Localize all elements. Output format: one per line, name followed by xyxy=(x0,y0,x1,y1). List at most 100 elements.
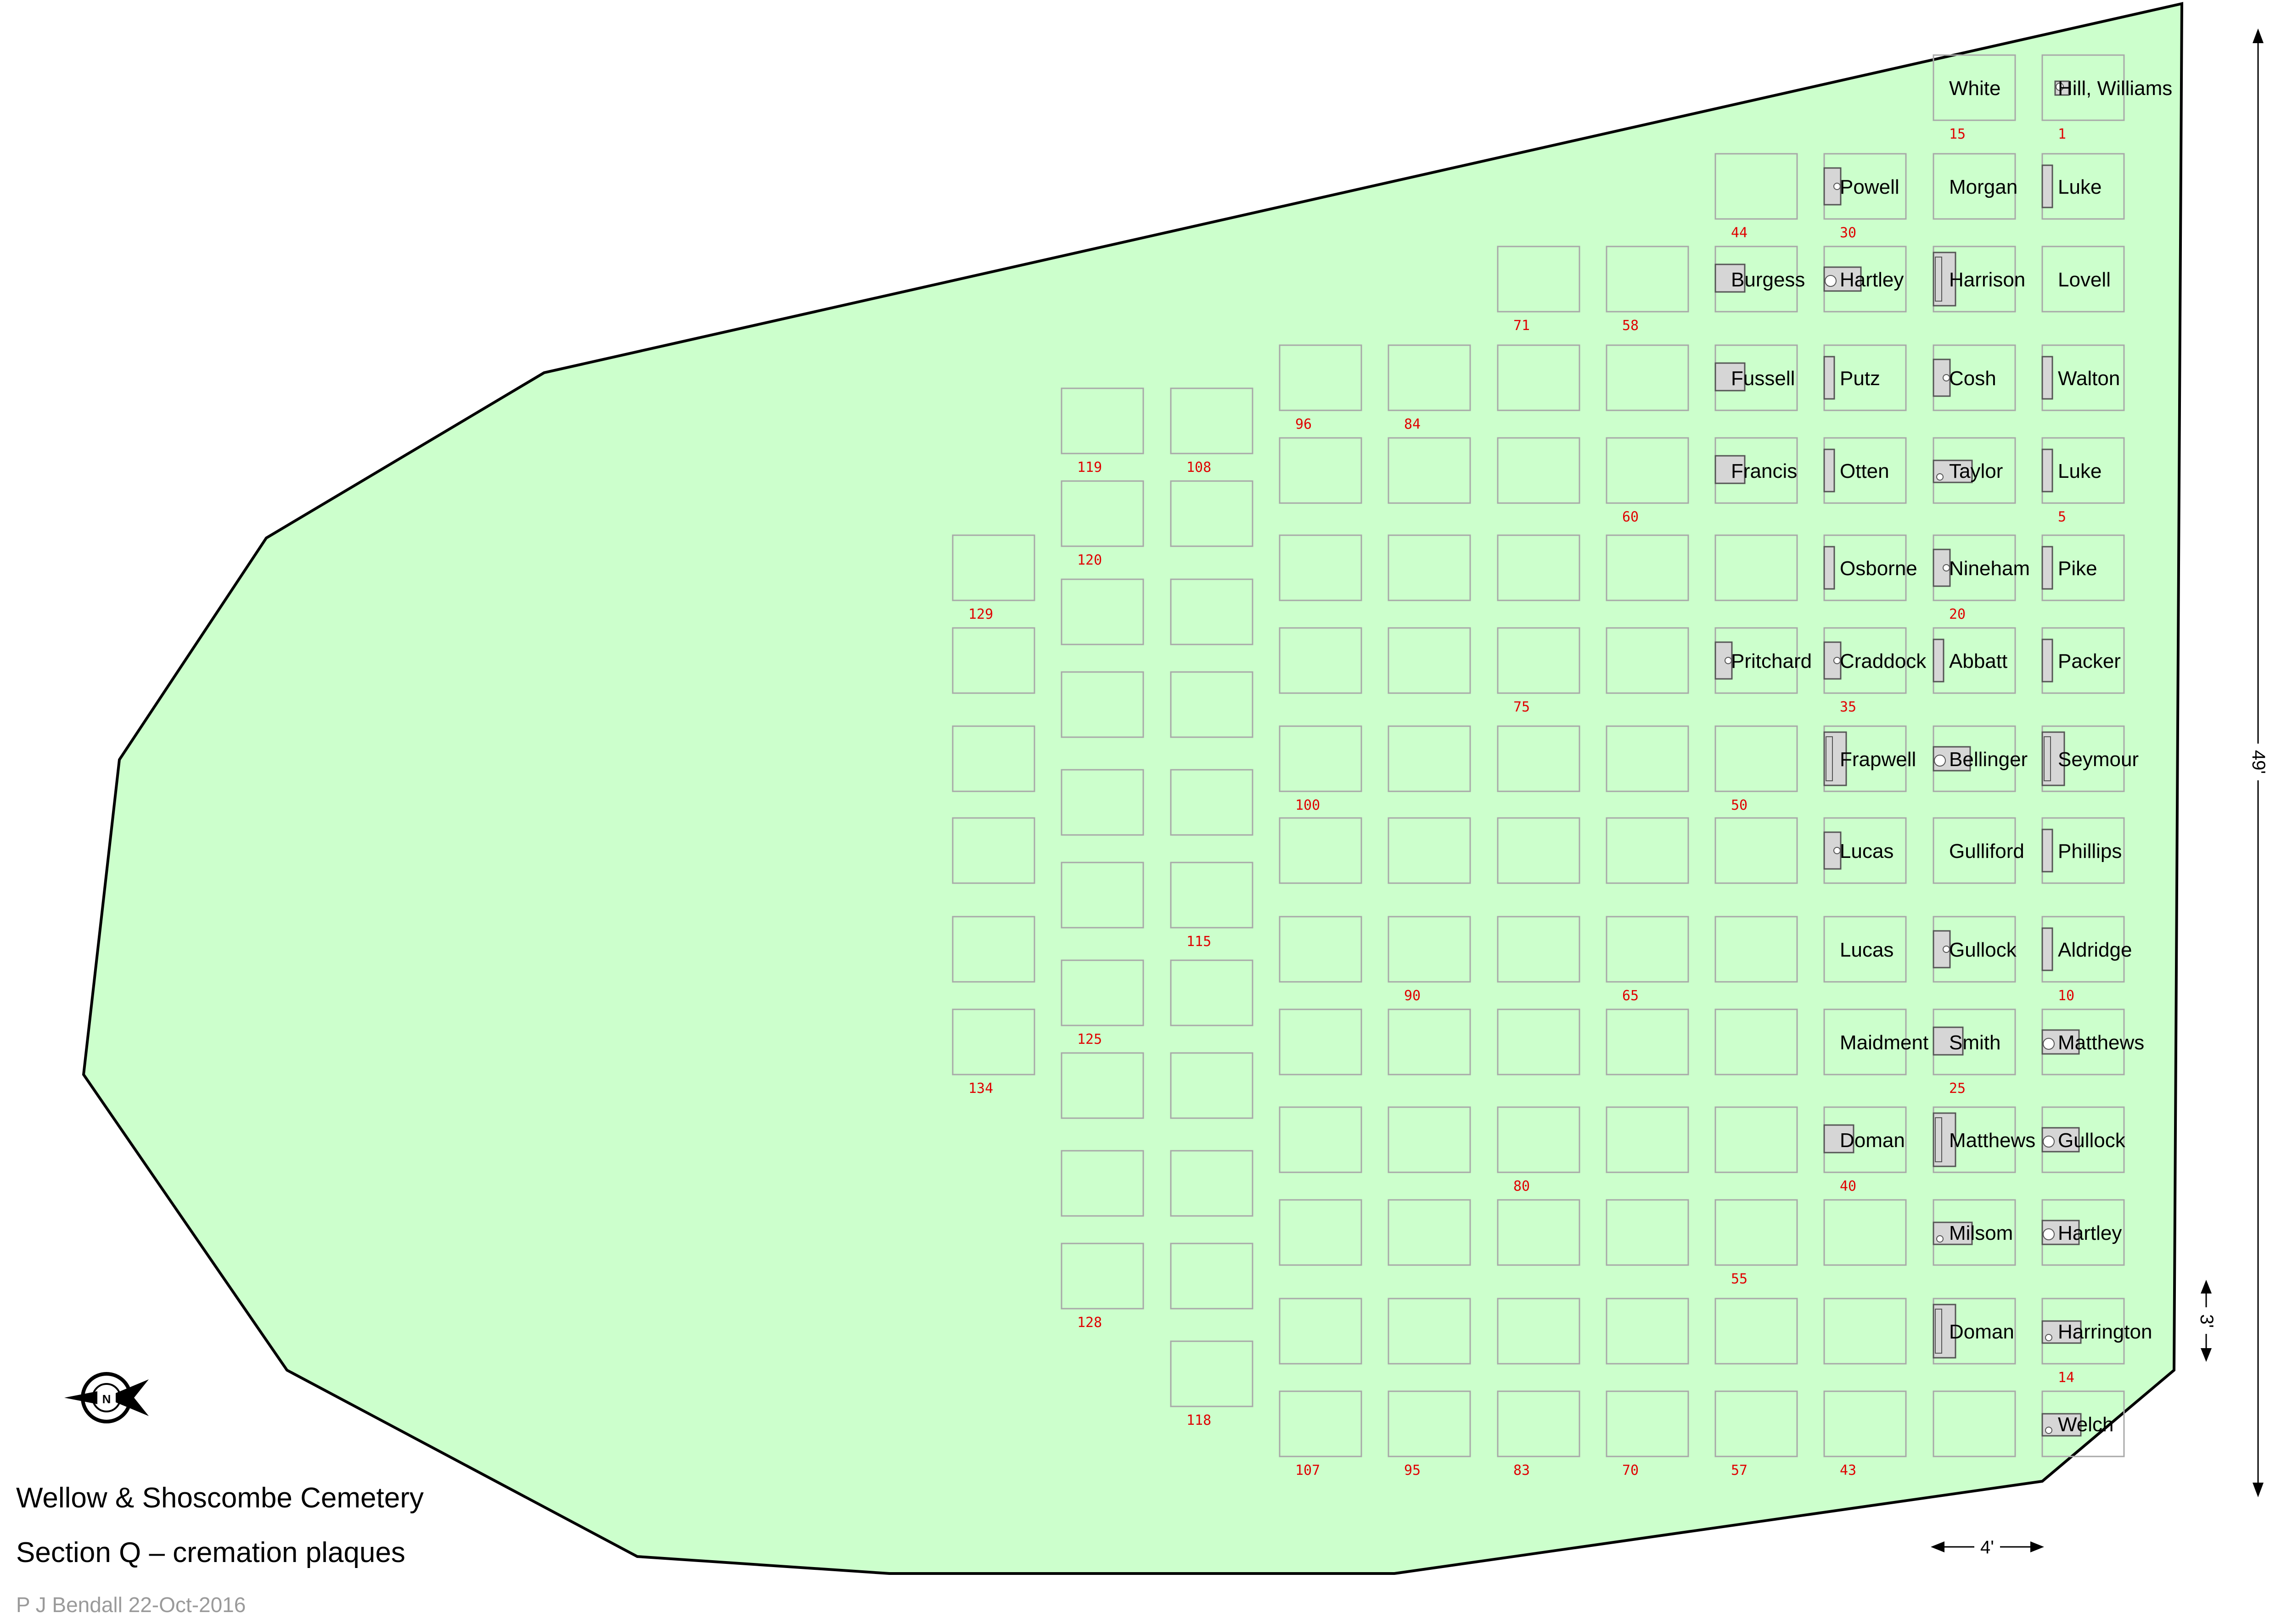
plot-name: Morgan xyxy=(1949,176,2017,198)
plot xyxy=(952,725,1035,792)
plot-numbers: 1510141520253035404344505557586065707175… xyxy=(968,126,2074,1478)
height-dimension-label: 49' xyxy=(2248,750,2269,774)
plot xyxy=(1279,817,1362,884)
plot xyxy=(1388,1008,1471,1075)
plaque-icon xyxy=(1823,831,1842,870)
plaque-icon xyxy=(1933,930,1951,969)
plaque-icon xyxy=(1933,1304,1956,1359)
plot-entry: Doman xyxy=(1933,1304,2014,1359)
plot-name: Hill, Williams xyxy=(2058,77,2172,100)
plaque-icon xyxy=(1933,1112,1956,1167)
plot xyxy=(1061,959,1144,1026)
plot-number: 96 xyxy=(1295,416,1312,432)
plot-number: 128 xyxy=(1077,1315,1102,1331)
plot-name: Harrison xyxy=(1949,269,2025,291)
plot xyxy=(1823,1390,1907,1457)
plot xyxy=(1933,1390,2016,1457)
plot-name: Hartley xyxy=(1840,269,1904,291)
plot xyxy=(1606,1298,1689,1365)
plot-number: 15 xyxy=(1949,126,1966,142)
plot-name: Otten xyxy=(1840,460,1889,482)
plot xyxy=(1388,1390,1471,1457)
plot xyxy=(1279,1390,1362,1457)
plaque-icon xyxy=(1714,455,1746,484)
plot xyxy=(1497,344,1580,411)
cemetery-title: Wellow & Shoscombe Cemetery xyxy=(16,1482,424,1514)
plot-number: 20 xyxy=(1949,606,1966,622)
plot-entry: Harrison xyxy=(1933,252,2025,307)
row-gap-dimension: 3' xyxy=(2197,1280,2217,1362)
plot xyxy=(1497,725,1580,792)
plot-name: Lucas xyxy=(1840,939,1894,961)
plot xyxy=(1714,1008,1798,1075)
plot xyxy=(1497,1106,1580,1173)
plot xyxy=(1388,1199,1471,1266)
plot-name: Craddock xyxy=(1840,650,1927,672)
plot xyxy=(1388,534,1471,601)
plot-name: Seymour xyxy=(2058,748,2139,771)
plot-entry: Luke xyxy=(2041,164,2101,208)
plot xyxy=(952,534,1035,601)
plot-entry: Phillips xyxy=(2041,829,2122,873)
plot-number: 10 xyxy=(2058,988,2074,1004)
plot-number: 129 xyxy=(968,606,993,622)
plot xyxy=(1714,1390,1798,1457)
plot-name: Bellinger xyxy=(1949,748,2028,771)
height-dimension: 49' xyxy=(2248,28,2269,1497)
plot xyxy=(1714,534,1798,601)
plaque-icon xyxy=(1823,641,1842,680)
plot xyxy=(1497,534,1580,601)
plot-entry: Matthews xyxy=(2041,1029,2144,1055)
plot xyxy=(1714,1106,1798,1173)
plot-number: 125 xyxy=(1077,1031,1102,1047)
plaque-icon xyxy=(1823,1124,1854,1154)
plot xyxy=(1388,1298,1471,1365)
plaque-icon xyxy=(2041,1127,2080,1153)
plot xyxy=(1061,1150,1144,1217)
plot-name: Luke xyxy=(2058,460,2101,482)
plot-entry: Otten xyxy=(1823,448,1889,493)
plot xyxy=(1497,437,1580,504)
plot xyxy=(1497,1008,1580,1075)
plot-name: Pike xyxy=(2058,557,2097,580)
plot xyxy=(1388,344,1471,411)
plot xyxy=(1606,725,1689,792)
plot-name: Matthews xyxy=(2058,1031,2144,1054)
plot-number: 30 xyxy=(1840,225,1856,241)
plot-entry: Gullock xyxy=(2041,1127,2126,1153)
plot xyxy=(1823,916,1907,983)
plaque-icon xyxy=(2041,1413,2082,1437)
plot xyxy=(1279,1008,1362,1075)
plot-name: Phillips xyxy=(2058,840,2122,862)
plot xyxy=(1061,578,1144,645)
plot xyxy=(1279,725,1362,792)
plot-entry: Abbatt xyxy=(1933,638,2007,683)
plot-number: 25 xyxy=(1949,1081,1966,1097)
plot-entry: Hill, Williams xyxy=(2054,77,2172,100)
plot-name: Frapwell xyxy=(1840,748,1916,771)
plot-number: 134 xyxy=(968,1081,993,1097)
plot xyxy=(1497,1199,1580,1266)
plot xyxy=(1170,1340,1253,1407)
plot-name: Nineham xyxy=(1949,557,2030,580)
plaque-icon xyxy=(1933,638,1944,683)
author-credit: P J Bendall 22-Oct-2016 xyxy=(16,1593,246,1617)
plaque-icon xyxy=(1933,252,1956,307)
plot-number: 95 xyxy=(1404,1462,1421,1478)
plaque-icon xyxy=(1823,266,1862,292)
plot xyxy=(1170,387,1253,454)
plot-entry: Packer xyxy=(2041,638,2121,683)
plot-entry: White xyxy=(1949,77,2000,100)
section-subtitle: Section Q – cremation plaques xyxy=(16,1537,405,1568)
plot-entry: Luke xyxy=(2041,448,2101,493)
plot xyxy=(1606,1008,1689,1075)
plot xyxy=(1497,246,1580,313)
plot-entry: Taylor xyxy=(1933,459,2003,483)
plot-number: 55 xyxy=(1731,1271,1747,1287)
plot-entry: Seymour xyxy=(2041,731,2139,786)
plot xyxy=(1933,54,2016,121)
plot xyxy=(1170,480,1253,547)
plot-name: Powell xyxy=(1840,176,1899,198)
plaque-icon xyxy=(1933,1221,1973,1245)
plot xyxy=(1714,916,1798,983)
